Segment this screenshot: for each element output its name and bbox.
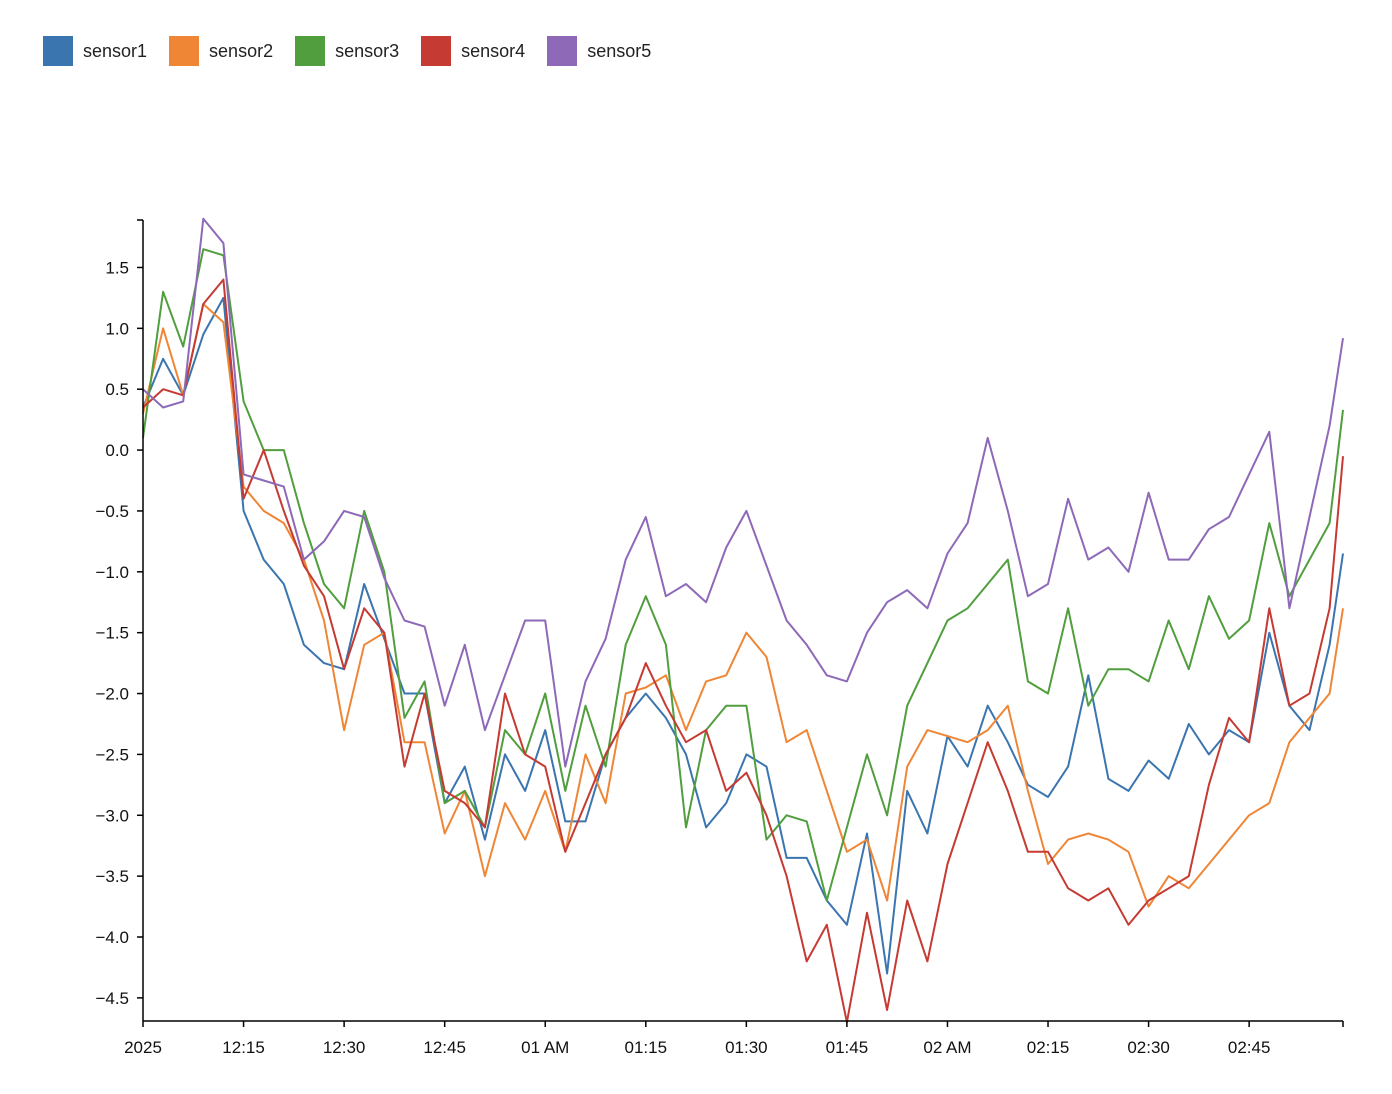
- x-tick-label: 02:15: [1027, 1038, 1070, 1057]
- legend-swatch: [169, 36, 200, 66]
- x-tick-label: 01:30: [725, 1038, 768, 1057]
- y-tick-label: 0.5: [105, 380, 129, 399]
- y-tick-label: 0.0: [105, 441, 129, 460]
- legend-swatch: [421, 36, 452, 66]
- x-tick-label: 01:45: [826, 1038, 869, 1057]
- y-tick-label: 1.5: [105, 258, 129, 277]
- legend-item-sensor4[interactable]: sensor4: [421, 36, 525, 66]
- legend-label: sensor2: [209, 40, 274, 61]
- x-tick-label: 01 AM: [521, 1038, 569, 1057]
- legend-swatch: [547, 36, 578, 66]
- y-tick-label: −1.0: [95, 563, 129, 582]
- y-tick-label: −3.0: [95, 806, 129, 825]
- legend-label: sensor4: [461, 40, 526, 61]
- x-tick-label: 02:45: [1228, 1038, 1271, 1057]
- x-tick-label: 02 AM: [923, 1038, 971, 1057]
- legend-item-sensor1[interactable]: sensor1: [43, 36, 147, 66]
- legend-label: sensor3: [335, 40, 400, 61]
- y-tick-label: −4.5: [95, 989, 129, 1008]
- y-tick-label: −1.5: [95, 624, 129, 643]
- x-tick-label: 12:15: [222, 1038, 265, 1057]
- y-tick-label: 1.0: [105, 319, 129, 338]
- legend-item-sensor3[interactable]: sensor3: [295, 36, 399, 66]
- legend-label: sensor5: [587, 40, 652, 61]
- legend-item-sensor2[interactable]: sensor2: [169, 36, 273, 66]
- x-tick-label: 12:45: [423, 1038, 466, 1057]
- series-line-sensor5: [142, 217, 1344, 768]
- axes: 1.5 1.0 0.5 0.0 −0.5 −1.0 −1.5 −2.0 −2.5 −3.0 −3.5…: [95, 219, 1344, 1057]
- x-tick-label: 02:30: [1127, 1038, 1170, 1057]
- legend: sensor1 sensor2 sensor3 sensor4 sensor5: [43, 36, 673, 66]
- legend-swatch: [43, 36, 73, 66]
- legend-swatch: [295, 36, 326, 66]
- x-tick-label: 12:30: [323, 1038, 366, 1057]
- y-tick-label: −3.5: [95, 867, 129, 886]
- legend-label: sensor1: [83, 40, 148, 61]
- x-tick-label: 01:15: [625, 1038, 668, 1057]
- y-tick-label: −4.0: [95, 928, 129, 947]
- y-tick-label: −2.0: [95, 685, 129, 704]
- legend-item-sensor5[interactable]: sensor5: [547, 36, 651, 66]
- series-layer: [142, 217, 1344, 1024]
- y-tick-label: −2.5: [95, 745, 129, 764]
- y-tick-label: −0.5: [95, 502, 129, 521]
- series-line-sensor3: [142, 248, 1344, 902]
- series-line-sensor4: [142, 278, 1344, 1024]
- x-tick-label: 2025: [124, 1038, 162, 1057]
- series-line-sensor2: [142, 303, 1344, 908]
